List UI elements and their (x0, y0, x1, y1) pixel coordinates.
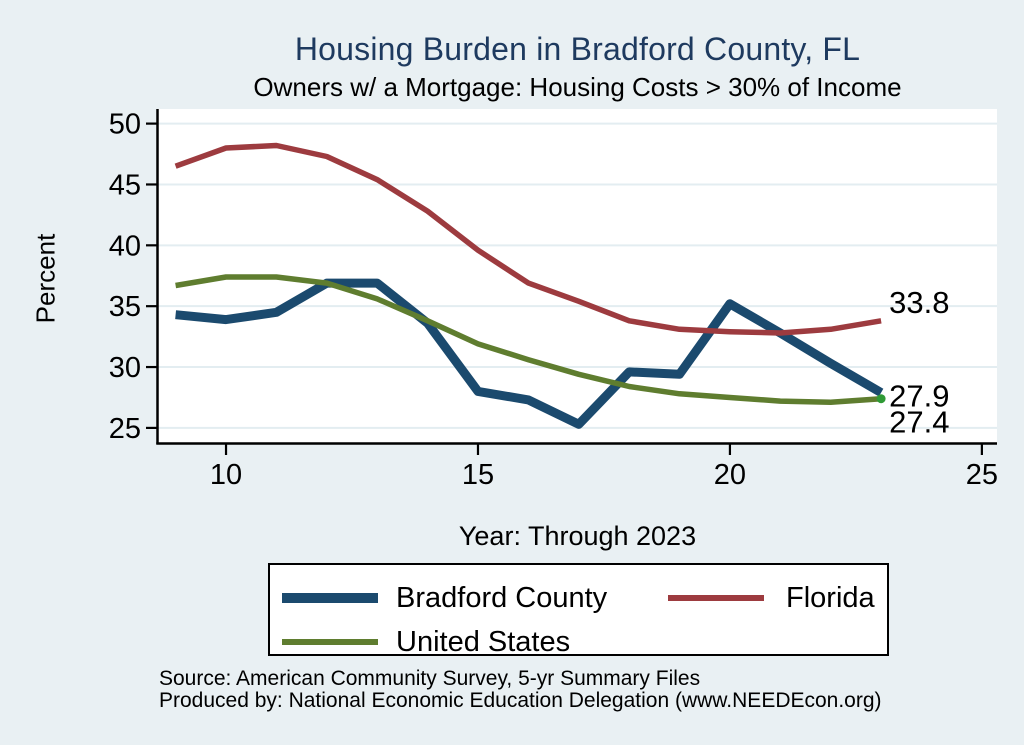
series-line-united-states (175, 274, 882, 406)
chart-subtitle: Owners w/ a Mortgage: Housing Costs > 30… (253, 72, 902, 102)
legend-label-bradford-county: Bradford County (396, 582, 608, 614)
y-tick-label-30: 30 (109, 352, 141, 384)
y-tick-label-40: 40 (109, 230, 141, 262)
series-line-florida (174, 142, 882, 336)
legend-swatch-florida (668, 595, 764, 601)
chart-title: Housing Burden in Bradford County, FL (294, 31, 861, 67)
x-tick-label-10: 10 (210, 459, 242, 491)
end-value-label-florida: 33.8 (889, 285, 949, 320)
end-value-label-bradford-county: 27.9 (889, 379, 949, 414)
plot-background (158, 109, 997, 443)
legend-label-united-states: United States (396, 626, 571, 658)
y-tick-label-35: 35 (109, 291, 141, 323)
y-tick-label-50: 50 (109, 109, 141, 141)
x-tick-label-15: 15 (462, 459, 494, 491)
x-tick-label-25: 25 (966, 459, 998, 491)
legend-label-florida: Florida (786, 582, 875, 614)
legend-box: Bradford County Florida United States (268, 563, 889, 658)
end-value-label-united-states: 27.4 (889, 405, 949, 440)
y-tick-label-45: 45 (109, 169, 141, 201)
x-tick-label-20: 20 (714, 459, 746, 491)
series-line-bradford-county (175, 278, 884, 429)
x-axis-title: Year: Through 2023 (458, 521, 697, 551)
footnote: Source: American Community Survey, 5-yr … (159, 668, 979, 712)
footnote-source: Source: American Community Survey, 5-yr … (159, 667, 701, 690)
plot-area: 25 30 35 40 45 50 10 15 20 25 27.9 33.8 27.4 (109, 109, 998, 491)
footnote-produced-by: Produced by: National Economic Education… (159, 689, 882, 712)
legend-swatch-bradford-county (282, 593, 378, 603)
y-tick-label-25: 25 (109, 413, 141, 445)
legend-swatch-united-states (282, 639, 378, 645)
y-axis-title: Percent (30, 233, 61, 324)
series-end-dot-united-states (876, 394, 886, 404)
